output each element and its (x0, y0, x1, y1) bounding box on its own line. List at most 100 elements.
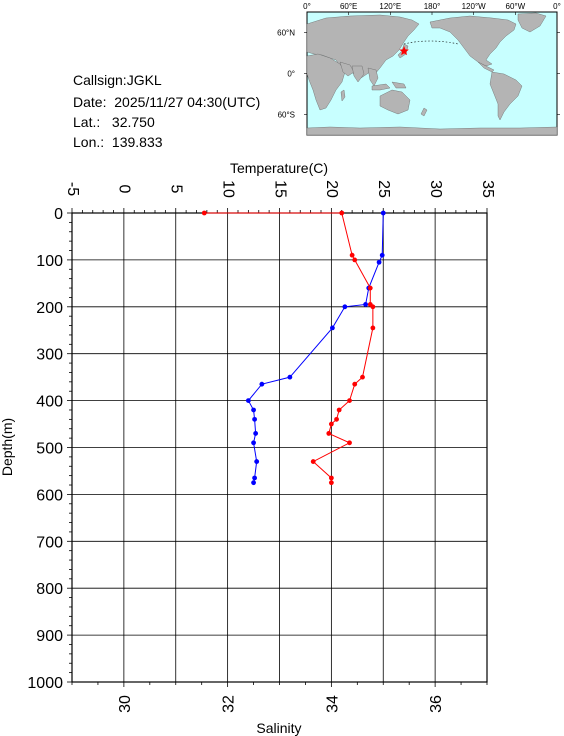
temperature-profile-line (247, 212, 384, 483)
land-eurasia (306, 14, 420, 81)
land-australia (379, 89, 411, 115)
salinity-data-point (370, 325, 376, 331)
map-lat-ticks: 60°N 0° 60°S (277, 29, 560, 120)
map-lat-tick-label: 60°N (277, 29, 295, 38)
depth-tick-label: 900 (36, 628, 63, 645)
temperature-data-point (342, 304, 348, 310)
temperature-data-point (254, 459, 260, 464)
temperature-data-point (376, 259, 382, 265)
temperature-tick-label: 0 (116, 185, 133, 194)
salinity-data-point (339, 210, 345, 216)
depth-tick-label: 1000 (27, 675, 63, 692)
temperature-tick-labels: -5 0 5 10 15 20 25 30 35 (64, 180, 496, 198)
depth-tick-label: 300 (36, 347, 63, 364)
salinity-data-point (347, 398, 352, 403)
lat-label: Lat.: (73, 114, 101, 130)
land-antarctica (306, 126, 558, 136)
salinity-tick-label: 32 (221, 695, 238, 713)
land-greenland (517, 12, 547, 33)
land-south-america (489, 71, 523, 121)
depth-tick-label: 400 (36, 394, 63, 411)
temperature-data-point (259, 381, 265, 387)
depth-tick-label: 200 (36, 300, 63, 317)
depth-tick-labels: 0 100 200 300 400 500 600 700 800 900 1000 (27, 206, 63, 692)
depth-tick-label: 100 (36, 253, 63, 270)
depth-tick-label: 800 (36, 581, 63, 598)
callsign-value: JGKL (126, 72, 162, 88)
map-lat-tick-label: 0° (287, 70, 295, 79)
temperature-data-point (363, 302, 369, 307)
depth-axis-title: Depth(m) (0, 418, 15, 476)
temperature-data-point (251, 440, 256, 446)
salinity-tick-labels: 30 32 34 36 (117, 695, 445, 713)
temperature-tick-label: -5 (64, 182, 81, 196)
temperature-tick-label: 15 (271, 180, 288, 198)
temperature-data-point (252, 475, 257, 481)
map-lon-tick-label: 0° (303, 2, 311, 11)
salinity-data-point (347, 440, 352, 446)
temperature-data-point (379, 252, 385, 258)
salinity-data-point (328, 421, 334, 427)
temperature-axis-title: Temperature(C) (230, 160, 328, 176)
temperature-tick-label: 25 (375, 180, 392, 198)
world-map: 0° 60°E 120°E 180° 120°W 60°W 0° 60°N 0° 60°S (277, 2, 561, 136)
salinity-data-point (336, 407, 342, 413)
temperature-tick-label: 5 (168, 185, 185, 194)
land-indonesia-1 (371, 83, 391, 91)
star-icon (399, 46, 409, 56)
salinity-data-point (201, 210, 207, 216)
land-north-america (429, 15, 517, 67)
temperature-data-point (252, 416, 257, 422)
axis-ticks (67, 208, 488, 687)
temperature-tick-label: 30 (427, 180, 444, 198)
temperature-data-point (245, 398, 251, 403)
land-se-asia (367, 67, 379, 87)
lon-label: Lon.: (73, 134, 105, 150)
temperature-data-point (251, 480, 256, 486)
chart-grid (71, 212, 488, 683)
land-indonesia-2 (391, 81, 407, 89)
temperature-data-point (330, 325, 335, 331)
date-value: 2025/11/27 04:30(UTC) (114, 94, 261, 110)
salinity-data-point (370, 304, 376, 310)
temperature-tick-label: 20 (323, 180, 340, 198)
salinity-data-point (326, 431, 332, 436)
temperature-data-point (287, 374, 293, 380)
lat-value: 32.750 (111, 114, 155, 130)
temperature-tick-label: 10 (219, 180, 236, 198)
salinity-data-point (328, 480, 334, 486)
depth-tick-label: 0 (54, 206, 63, 223)
depth-tick-label: 700 (36, 534, 63, 551)
map-land (306, 12, 558, 136)
salinity-tick-label: 30 (117, 695, 134, 713)
lat-line: Lat.: 32.750 (73, 114, 155, 130)
data-series (201, 210, 386, 486)
map-lon-tick-label: 60°W (506, 2, 526, 11)
profile-chart: -5 0 5 10 15 20 25 30 35 30 32 34 36 01002003004005… (0, 160, 496, 736)
land-arabia (339, 61, 355, 77)
lon-value: 139.833 (111, 134, 163, 150)
land-madagascar (340, 89, 346, 102)
temperature-data-point (253, 431, 259, 436)
salinity-data-point (360, 374, 365, 380)
map-lon-tick-label: 180° (424, 2, 441, 11)
salinity-data-point (310, 459, 316, 464)
date-line: Date: 2025/11/27 04:30(UTC) (73, 94, 260, 110)
map-lon-ticks: 0° 60°E 120°E 180° 120°W 60°W 0° (303, 2, 561, 15)
map-lon-tick-label: 120°W (462, 2, 487, 11)
map-lat-tick-label: 60°S (278, 111, 295, 120)
date-label: Date: (73, 94, 107, 110)
temperature-data-point (380, 210, 386, 216)
salinity-data-point (352, 257, 358, 263)
map-lon-tick-label: 0° (553, 2, 561, 11)
map-lon-tick-label: 120°E (379, 2, 401, 11)
salinity-data-point (328, 475, 334, 481)
salinity-data-point (334, 416, 339, 422)
salinity-tick-label: 34 (324, 695, 341, 713)
land-new-zealand (420, 107, 428, 117)
land-central-america (477, 61, 495, 73)
callsign-label: Callsign: (73, 72, 127, 88)
salinity-axis-title: Salinity (256, 720, 301, 736)
map-dotted-track (403, 40, 459, 45)
